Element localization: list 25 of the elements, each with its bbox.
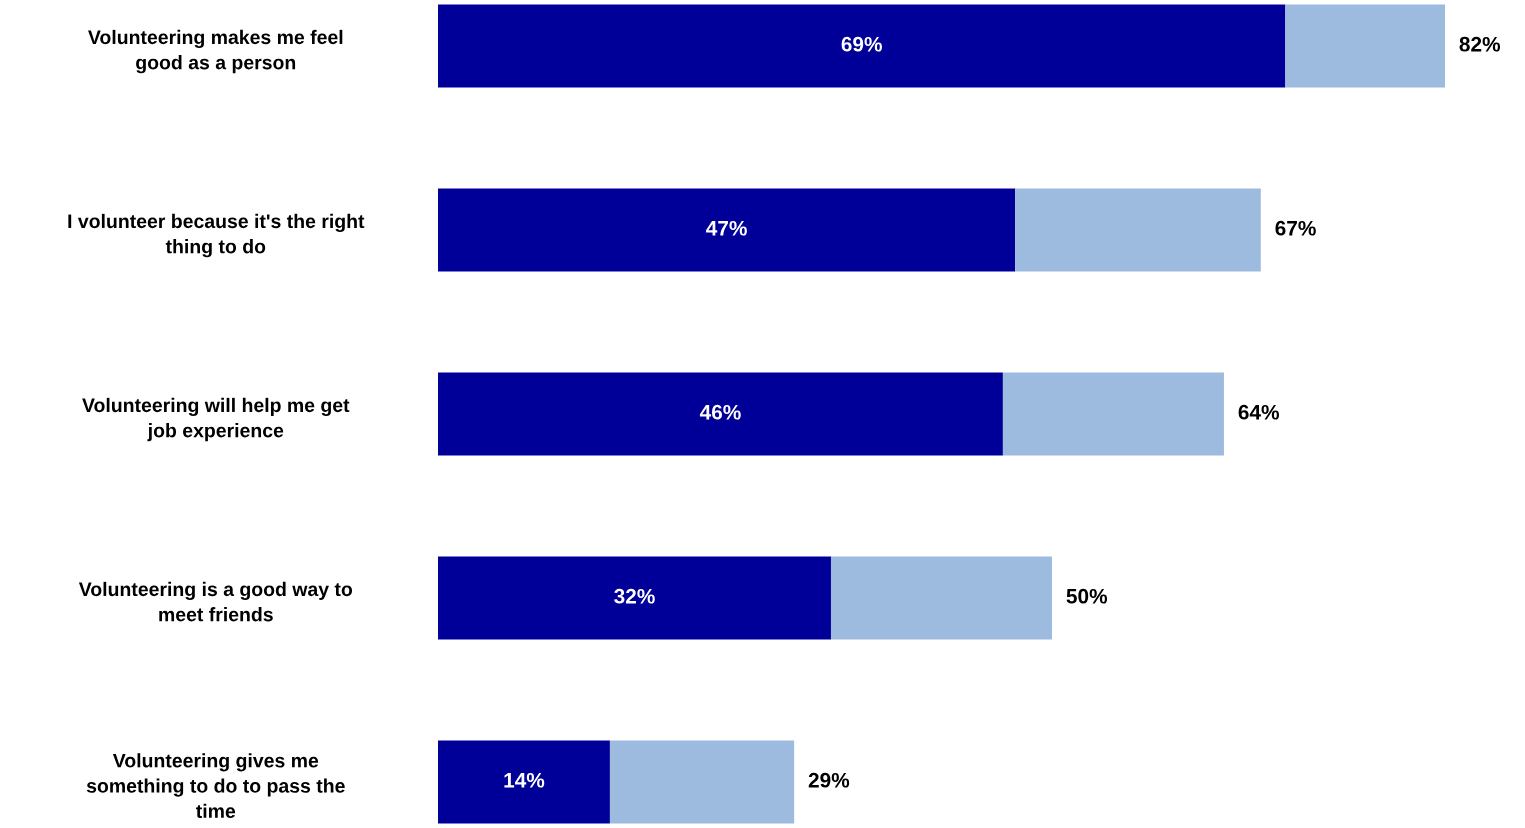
- total-label: 50%: [1066, 588, 1108, 604]
- y-tick-label: Volunteering gives me something to do to pass the time: [86, 753, 345, 819]
- total-label: 67%: [1275, 220, 1316, 236]
- bar: [830, 556, 1053, 640]
- bar: [438, 188, 1016, 272]
- y-tick-label: Volunteering is a good way to meet friends: [78, 581, 353, 622]
- data-label: 47%: [706, 220, 747, 236]
- data-label: 69%: [841, 36, 882, 52]
- total-label: 29%: [808, 772, 850, 788]
- bar: [609, 740, 795, 824]
- bar: [1015, 188, 1261, 272]
- bar: [1002, 372, 1224, 456]
- bar: [438, 740, 610, 824]
- bar: [438, 372, 1003, 456]
- data-label: 46%: [699, 404, 741, 420]
- total-label: 82%: [1459, 36, 1501, 52]
- bar: [1285, 4, 1445, 88]
- y-tick-label: I volunteer because it's the right thing to do: [68, 213, 365, 258]
- data-label: 32%: [614, 588, 655, 604]
- total-label: 64%: [1238, 404, 1279, 420]
- bar: [438, 4, 1286, 88]
- y-tick-label: Volunteering will help me get job experience: [82, 397, 350, 442]
- y-tick-label: Volunteering makes me feel good as a person: [88, 29, 343, 74]
- bar: [438, 556, 831, 640]
- data-label: 14%: [504, 772, 545, 788]
